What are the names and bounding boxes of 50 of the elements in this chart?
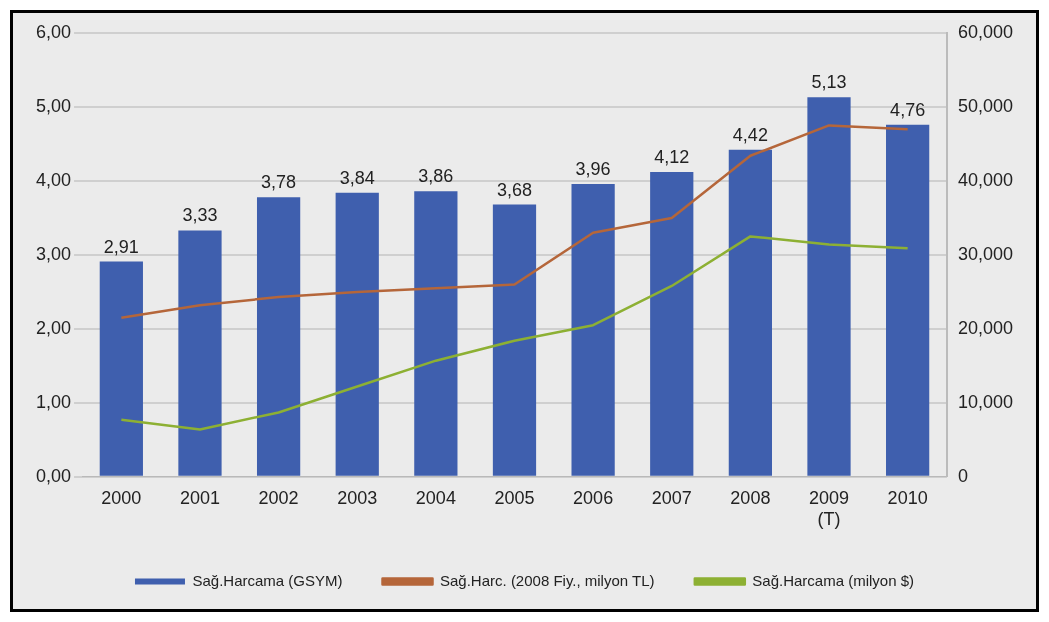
y2-tick-label: 50,000: [957, 95, 1014, 116]
bar: [492, 204, 537, 476]
y-tick-label: 0,00: [35, 465, 72, 486]
x-tick-label: 2009 (T): [808, 487, 850, 530]
data-label: 3,33: [182, 205, 218, 226]
x-tick-label: 2001: [179, 487, 220, 508]
legend-label: Sağ.Harc. (2008 Fiy., milyon TL): [440, 571, 655, 589]
y-tick-label: 4,00: [35, 169, 72, 190]
x-tick-label: 2006: [573, 487, 614, 508]
x-tick-label: 2004: [415, 487, 456, 508]
y2-tick-label: 40,000: [957, 169, 1014, 190]
bar: [178, 230, 222, 476]
bar: [807, 97, 851, 476]
data-label: 4,42: [732, 124, 768, 145]
y-tick-label: 6,00: [35, 21, 72, 42]
y2-tick-label: 10,000: [957, 391, 1014, 412]
data-label: 2,91: [103, 236, 139, 257]
x-tick-label: 2007: [651, 487, 692, 508]
y2-tick-label: 20,000: [957, 317, 1014, 338]
data-label: 3,96: [575, 158, 611, 179]
bar: [414, 191, 458, 476]
data-label: 3,86: [418, 166, 454, 187]
x-tick-label: 2003: [337, 487, 378, 508]
y-tick-label: 5,00: [35, 95, 72, 116]
y2-tick-label: 0: [957, 465, 968, 486]
bar: [886, 124, 930, 476]
y-tick-label: 3,00: [35, 243, 72, 264]
x-tick-label: 2005: [494, 487, 535, 508]
y-tick-label: 2,00: [35, 317, 72, 338]
bar: [571, 183, 615, 476]
x-tick-label: 2008: [730, 487, 771, 508]
data-label: 4,76: [890, 99, 926, 120]
data-label: 3,78: [261, 172, 297, 193]
bar: [99, 261, 143, 476]
bar: [650, 172, 694, 476]
bar: [728, 149, 772, 476]
data-label: 3,84: [339, 167, 375, 188]
bar: [256, 197, 301, 476]
legend-label: Sağ.Harcama (GSYM): [192, 571, 343, 589]
data-label: 3,68: [496, 179, 533, 200]
x-tick-label: 2000: [101, 487, 142, 508]
x-tick-label: 2002: [258, 487, 299, 508]
legend-label: Sağ.Harcama (milyon $): [752, 571, 915, 589]
data-label: 5,13: [811, 72, 847, 93]
y-tick-label: 1,00: [35, 391, 72, 412]
data-label: 4,12: [654, 147, 690, 168]
x-tick-label: 2010: [887, 487, 928, 508]
bar: [335, 192, 379, 476]
y2-tick-label: 30,000: [957, 243, 1014, 264]
y2-tick-label: 60,000: [957, 21, 1014, 42]
